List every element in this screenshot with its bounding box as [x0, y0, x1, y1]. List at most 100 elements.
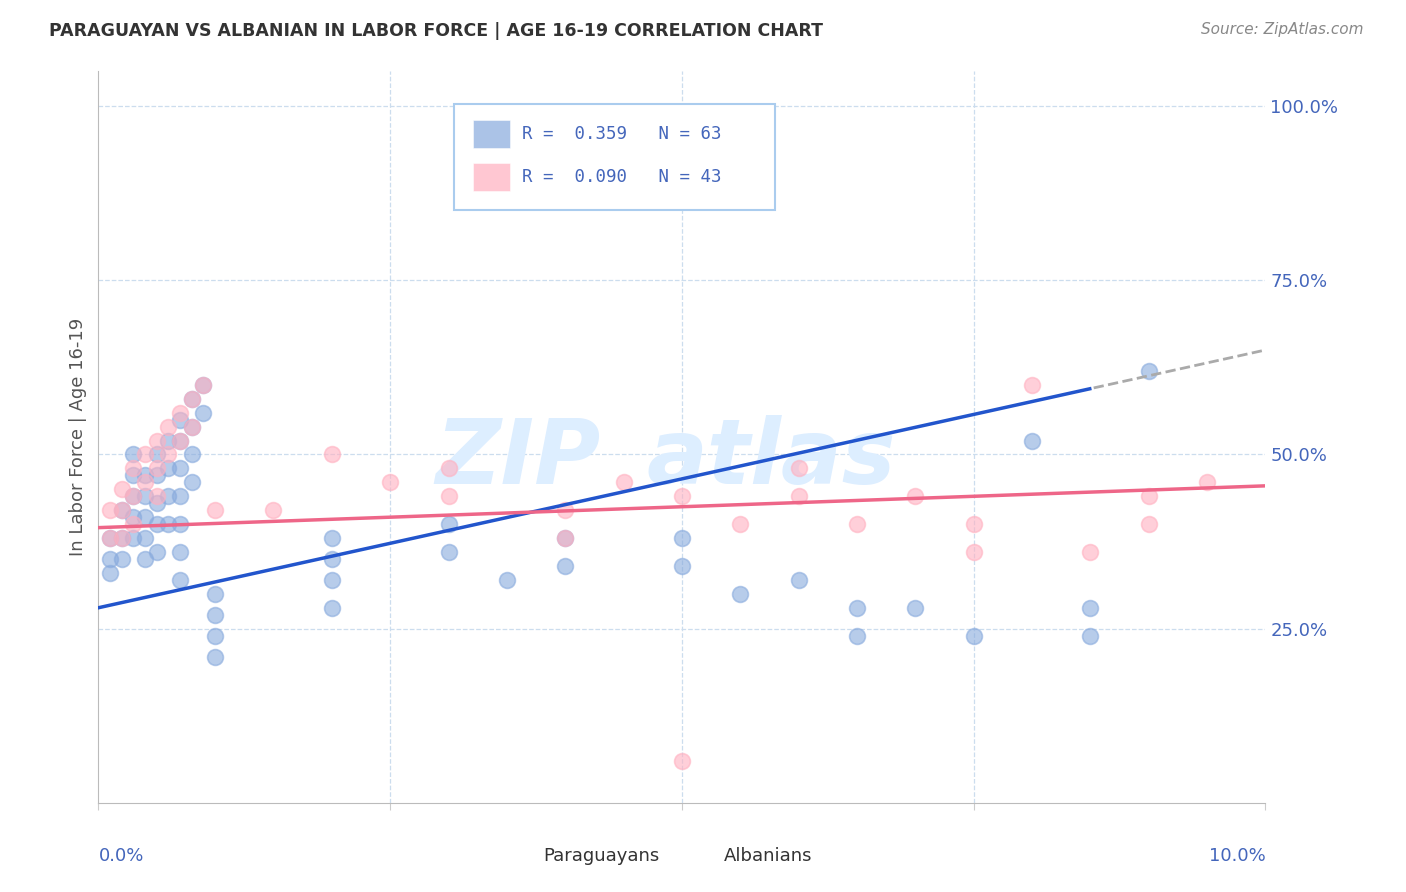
Point — [122, 531, 145, 545]
Point — [122, 461, 145, 475]
Point — [846, 600, 869, 615]
Point — [98, 566, 121, 580]
Point — [169, 406, 191, 420]
Point — [134, 475, 156, 490]
Point — [111, 531, 134, 545]
Point — [671, 531, 693, 545]
Point — [787, 573, 810, 587]
Point — [671, 489, 693, 503]
Point — [730, 517, 752, 532]
Text: ZIP: ZIP — [434, 415, 600, 503]
Point — [1080, 629, 1102, 643]
Point — [321, 448, 343, 462]
FancyBboxPatch shape — [682, 841, 720, 870]
Point — [134, 510, 156, 524]
Point — [204, 649, 226, 664]
Text: 0.0%: 0.0% — [98, 847, 143, 864]
Point — [846, 629, 869, 643]
Text: R =  0.359   N = 63: R = 0.359 N = 63 — [522, 125, 721, 143]
Point — [380, 475, 402, 490]
Point — [157, 434, 180, 448]
Point — [904, 600, 927, 615]
Point — [787, 489, 810, 503]
Point — [146, 517, 169, 532]
Point — [554, 531, 576, 545]
Text: 10.0%: 10.0% — [1209, 847, 1265, 864]
Point — [193, 406, 215, 420]
Point — [204, 503, 226, 517]
Text: Source: ZipAtlas.com: Source: ZipAtlas.com — [1201, 22, 1364, 37]
Point — [157, 517, 180, 532]
Point — [180, 475, 202, 490]
Point — [204, 587, 226, 601]
Point — [730, 587, 752, 601]
Point — [554, 531, 576, 545]
Point — [204, 629, 226, 643]
Point — [496, 573, 519, 587]
Point — [180, 448, 202, 462]
Point — [437, 517, 460, 532]
Point — [169, 412, 191, 426]
Point — [134, 552, 156, 566]
Point — [122, 489, 145, 503]
Text: atlas: atlas — [647, 415, 897, 503]
Point — [1021, 434, 1043, 448]
Point — [437, 489, 460, 503]
Point — [134, 448, 156, 462]
Point — [554, 503, 576, 517]
Point — [671, 754, 693, 768]
Point — [111, 483, 134, 497]
Point — [157, 448, 180, 462]
Point — [180, 392, 202, 406]
Point — [612, 475, 634, 490]
Point — [1137, 489, 1160, 503]
FancyBboxPatch shape — [472, 163, 510, 191]
Point — [146, 448, 169, 462]
Point — [122, 517, 145, 532]
Point — [122, 489, 145, 503]
Point — [962, 517, 984, 532]
Point — [846, 517, 869, 532]
Point — [98, 503, 121, 517]
Point — [554, 558, 576, 573]
Point — [904, 489, 927, 503]
Point — [180, 419, 202, 434]
Point — [169, 573, 191, 587]
Point — [169, 517, 191, 532]
Point — [321, 600, 343, 615]
Point — [157, 461, 180, 475]
Point — [204, 607, 226, 622]
Point — [437, 545, 460, 559]
Point — [180, 419, 202, 434]
Point — [262, 503, 284, 517]
Point — [146, 489, 169, 503]
FancyBboxPatch shape — [454, 104, 775, 211]
Point — [98, 531, 121, 545]
FancyBboxPatch shape — [472, 120, 510, 148]
FancyBboxPatch shape — [501, 841, 538, 870]
Point — [122, 448, 145, 462]
Point — [321, 552, 343, 566]
Point — [98, 531, 121, 545]
Point — [169, 489, 191, 503]
Point — [671, 558, 693, 573]
Point — [1137, 364, 1160, 378]
Point — [1080, 545, 1102, 559]
Point — [134, 468, 156, 483]
Point — [962, 629, 984, 643]
Point — [111, 503, 134, 517]
Point — [146, 545, 169, 559]
Point — [122, 468, 145, 483]
Text: PARAGUAYAN VS ALBANIAN IN LABOR FORCE | AGE 16-19 CORRELATION CHART: PARAGUAYAN VS ALBANIAN IN LABOR FORCE | … — [49, 22, 823, 40]
Point — [111, 531, 134, 545]
Y-axis label: In Labor Force | Age 16-19: In Labor Force | Age 16-19 — [69, 318, 87, 557]
Point — [111, 503, 134, 517]
Point — [169, 461, 191, 475]
Point — [122, 510, 145, 524]
Point — [1080, 600, 1102, 615]
Point — [98, 552, 121, 566]
Point — [169, 434, 191, 448]
Point — [193, 377, 215, 392]
Text: R =  0.090   N = 43: R = 0.090 N = 43 — [522, 169, 721, 186]
Point — [1195, 475, 1218, 490]
